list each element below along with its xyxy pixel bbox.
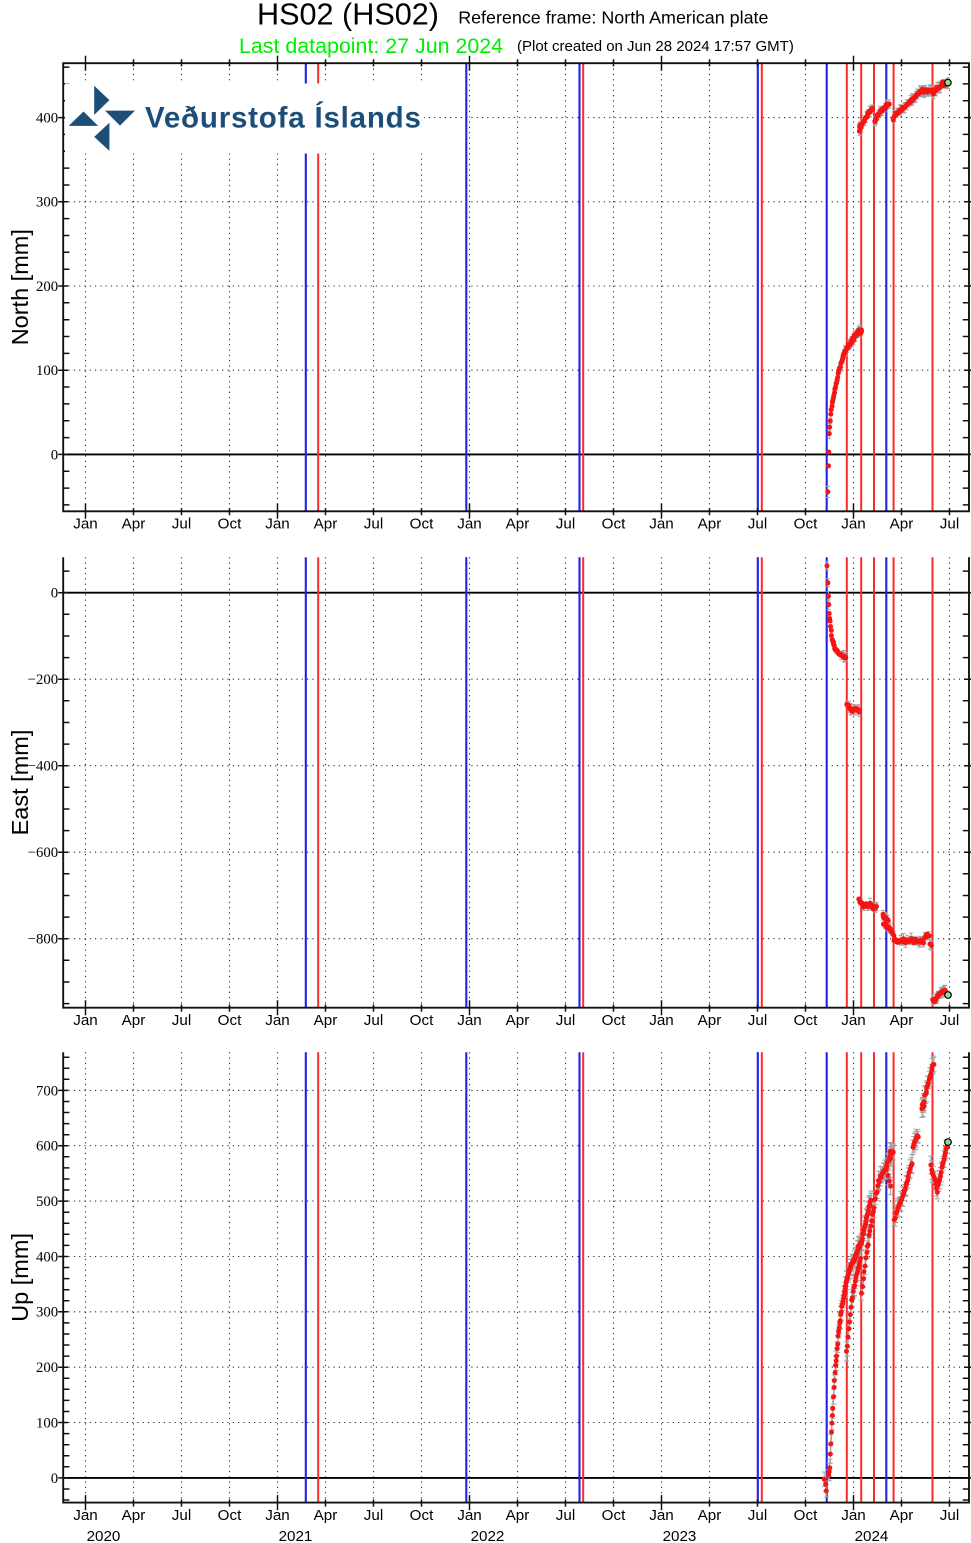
svg-text:Oct: Oct [794,516,818,533]
svg-text:Apr: Apr [314,1507,338,1524]
svg-text:Apr: Apr [122,1507,146,1524]
svg-text:Jul: Jul [556,1507,575,1524]
svg-text:2021: 2021 [279,1528,313,1543]
svg-text:Jan: Jan [73,1012,98,1029]
svg-text:100: 100 [36,1415,58,1431]
svg-text:0: 0 [51,586,58,602]
svg-text:Apr: Apr [890,1507,914,1524]
svg-text:Jul: Jul [364,1507,383,1524]
svg-text:300: 300 [36,1305,58,1321]
svg-text:Jan: Jan [841,1507,866,1524]
svg-text:2020: 2020 [87,1528,121,1543]
svg-text:Jan: Jan [457,516,482,533]
svg-text:Jul: Jul [172,516,191,533]
svg-text:Oct: Oct [794,1012,818,1029]
svg-text:Oct: Oct [410,516,434,533]
svg-text:0: 0 [51,1471,58,1487]
svg-text:Oct: Oct [410,1012,434,1029]
svg-text:Apr: Apr [698,1507,722,1524]
svg-text:Apr: Apr [890,1012,914,1029]
svg-text:2022: 2022 [471,1528,505,1543]
svg-text:Jul: Jul [172,1507,191,1524]
svg-text:Jan: Jan [649,1507,674,1524]
svg-text:Apr: Apr [314,516,338,533]
svg-text:Jan: Jan [649,1012,674,1029]
svg-text:Oct: Oct [410,1507,434,1524]
svg-text:Oct: Oct [602,1012,626,1029]
svg-text:Jan: Jan [265,1012,290,1029]
svg-text:600: 600 [36,1139,58,1155]
svg-text:Apr: Apr [506,516,530,533]
svg-text:400: 400 [36,1249,58,1265]
svg-text:Jan: Jan [265,1507,290,1524]
svg-text:−600: −600 [28,845,59,861]
svg-text:Up [mm]: Up [mm] [7,1233,33,1322]
svg-text:Jul: Jul [748,516,767,533]
svg-text:Jan: Jan [457,1012,482,1029]
svg-text:Jul: Jul [172,1012,191,1029]
svg-text:Oct: Oct [218,516,242,533]
svg-text:Apr: Apr [122,1012,146,1029]
svg-text:400: 400 [36,111,58,127]
svg-text:2024: 2024 [855,1528,889,1543]
svg-text:North [mm]: North [mm] [7,229,33,345]
svg-text:Apr: Apr [314,1012,338,1029]
svg-text:Apr: Apr [698,1012,722,1029]
svg-text:Reference frame: North America: Reference frame: North American plate [458,8,768,28]
svg-text:Jan: Jan [841,1012,866,1029]
svg-text:Jul: Jul [748,1507,767,1524]
svg-text:2023: 2023 [663,1528,697,1543]
svg-text:Last datapoint: 27 Jun 2024: Last datapoint: 27 Jun 2024 [239,34,503,58]
svg-text:Oct: Oct [218,1012,242,1029]
svg-text:Jan: Jan [649,516,674,533]
svg-text:500: 500 [36,1194,58,1210]
svg-text:300: 300 [36,195,58,211]
svg-text:Apr: Apr [506,1012,530,1029]
svg-text:0: 0 [51,447,58,463]
svg-text:200: 200 [36,279,58,295]
svg-text:Jul: Jul [940,516,959,533]
svg-text:Jul: Jul [940,1012,959,1029]
svg-text:Jul: Jul [364,1012,383,1029]
svg-text:Apr: Apr [698,516,722,533]
svg-text:Jul: Jul [556,1012,575,1029]
svg-text:200: 200 [36,1360,58,1376]
svg-text:Jan: Jan [457,1507,482,1524]
svg-text:−400: −400 [28,759,59,775]
svg-text:(Plot created on Jun 28 2024 1: (Plot created on Jun 28 2024 17:57 GMT) [517,38,794,55]
svg-text:Oct: Oct [218,1507,242,1524]
svg-text:−200: −200 [28,672,59,688]
svg-text:Jan: Jan [841,516,866,533]
svg-text:East [mm]: East [mm] [7,730,33,836]
svg-text:Jul: Jul [364,516,383,533]
svg-text:700: 700 [36,1083,58,1099]
svg-text:Apr: Apr [506,1507,530,1524]
svg-text:100: 100 [36,363,58,379]
svg-text:Apr: Apr [890,516,914,533]
svg-text:Oct: Oct [602,1507,626,1524]
svg-text:Jul: Jul [556,516,575,533]
svg-text:Veðurstofa Íslands: Veðurstofa Íslands [145,101,422,135]
svg-text:Oct: Oct [794,1507,818,1524]
svg-text:−800: −800 [28,932,59,948]
svg-text:Jan: Jan [73,516,98,533]
svg-text:Jul: Jul [940,1507,959,1524]
svg-text:Jan: Jan [265,516,290,533]
svg-text:HS02 (HS02): HS02 (HS02) [257,0,439,31]
svg-text:Oct: Oct [602,516,626,533]
svg-text:Jul: Jul [748,1012,767,1029]
svg-text:Apr: Apr [122,516,146,533]
svg-text:Jan: Jan [73,1507,98,1524]
